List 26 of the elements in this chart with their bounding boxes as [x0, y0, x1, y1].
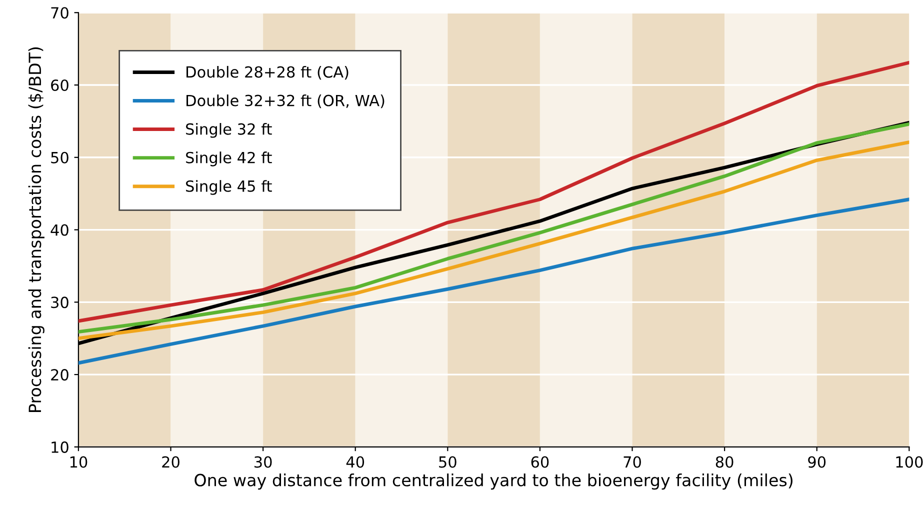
x-axis-title: One way distance from centralized yard to the bioenergy facility (miles) [194, 474, 792, 490]
x-tick-label: 100 [896, 456, 923, 468]
y-tick-label: 20 [51, 369, 68, 381]
x-tick-label: 70 [624, 456, 641, 468]
legend-label: Single 32 ft [186, 123, 272, 138]
y-tick-label: 60 [51, 79, 68, 92]
x-tick-label: 90 [808, 456, 826, 468]
x-tick-label: 60 [531, 456, 549, 468]
x-tick-label: 80 [716, 456, 734, 468]
x-tick-label: 10 [70, 456, 88, 468]
y-tick-label: 40 [50, 224, 68, 236]
y-tick-label: 10 [52, 441, 68, 453]
legend-label: Single 42 ft [186, 152, 272, 166]
x-tick-label: 20 [162, 456, 180, 468]
y-axis-title: Processing and transportation costs ($/BDT) [28, 47, 44, 412]
line-series [78, 198, 910, 365]
legend-label: Double 28+28 ft (CA) [186, 66, 348, 80]
line-series [78, 60, 910, 323]
x-tick-label: 40 [346, 456, 364, 468]
y-tick-label: 30 [51, 296, 68, 308]
x-tick-label: 50 [439, 456, 456, 468]
legend-label: Single 45 ft [186, 180, 272, 195]
y-tick-label: 50 [51, 152, 68, 164]
x-tick-label: 30 [254, 456, 272, 468]
y-tick-label: 70 [51, 7, 68, 19]
legend-label: Double 32+32 ft (OR, WA) [186, 94, 384, 108]
